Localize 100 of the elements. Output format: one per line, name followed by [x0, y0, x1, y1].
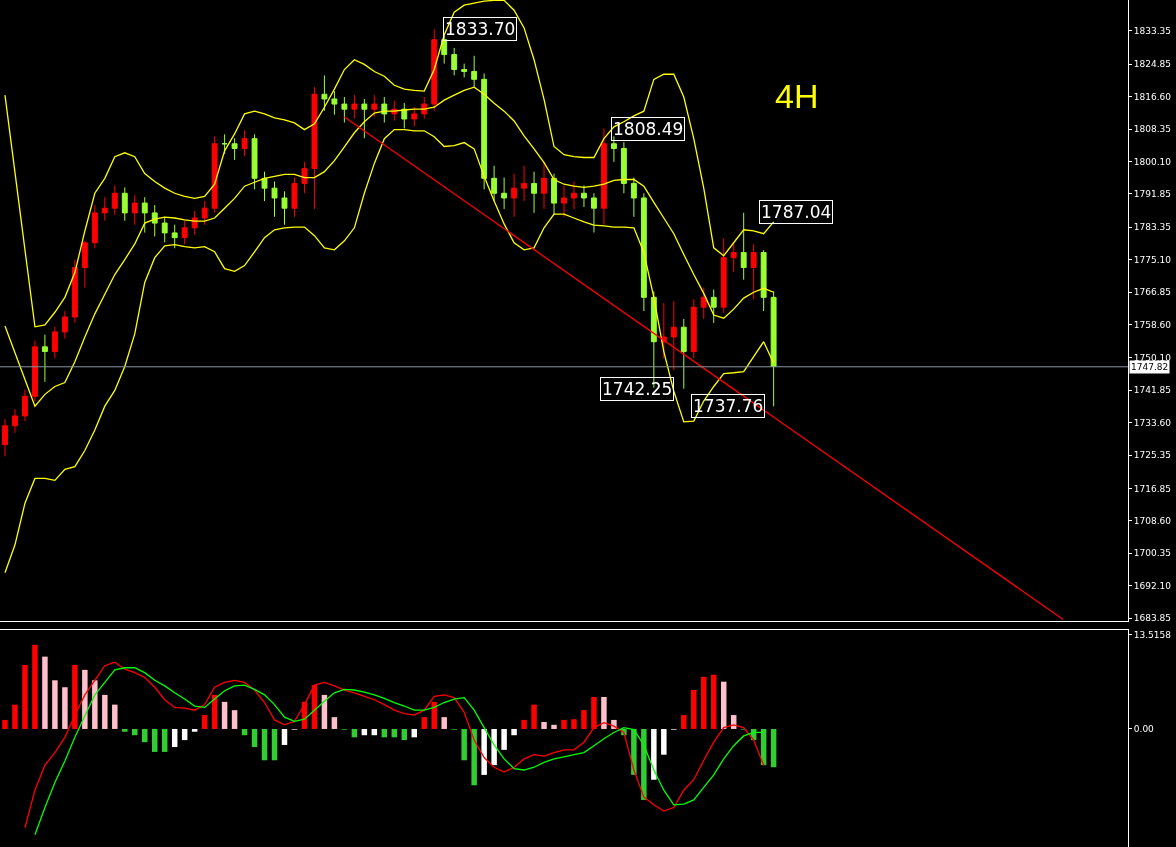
y-tick-label: 1683.85: [1133, 613, 1172, 624]
candlestick: [181, 220, 188, 245]
bar: [601, 696, 607, 729]
candlestick: [321, 74, 328, 112]
bar: [770, 728, 777, 768]
candlestick: [481, 72, 488, 190]
bar: [251, 728, 258, 748]
candlestick: [581, 184, 587, 208]
candlestick: [501, 177, 508, 210]
candlestick: [81, 240, 88, 289]
candlestick: [71, 259, 78, 324]
candlestick: [151, 204, 158, 237]
bar: [161, 728, 168, 752]
annotation: 1808.49: [613, 119, 684, 139]
bar: [221, 701, 228, 729]
bar: [710, 674, 717, 729]
bar: [92, 680, 98, 729]
candlestick: [760, 249, 767, 312]
y-tick-label: 1800.10: [1133, 156, 1172, 167]
candlestick: [730, 241, 737, 273]
y-tick-label: 1783.35: [1133, 222, 1172, 233]
candlestick: [740, 212, 747, 281]
candlestick: [561, 184, 567, 218]
candlestick: [471, 55, 478, 88]
bar: [72, 664, 78, 729]
bar: [171, 728, 178, 748]
bar: [2, 719, 8, 729]
candlestick: [311, 86, 318, 210]
annotation: 1787.04: [761, 202, 832, 222]
bar: [591, 696, 597, 729]
candlestick: [690, 298, 697, 359]
candlestick: [361, 98, 368, 139]
bar: [231, 710, 238, 729]
candlestick: [131, 194, 138, 226]
bar: [12, 704, 18, 729]
bar: [271, 728, 278, 761]
candlestick: [431, 28, 438, 112]
candlestick: [591, 192, 597, 234]
bar: [401, 728, 408, 741]
candlestick: [451, 47, 458, 76]
y-tick-label: 1775.10: [1133, 254, 1172, 265]
bar: [701, 676, 707, 729]
bar: [132, 728, 138, 736]
candlestick: [411, 106, 418, 127]
candlestick: [381, 96, 388, 124]
bar: [82, 669, 88, 729]
candlestick: [610, 135, 617, 163]
bar: [471, 728, 477, 786]
bar: [461, 728, 467, 761]
candlestick: [61, 310, 68, 340]
bar: [331, 717, 338, 729]
candlestick: [12, 408, 18, 434]
candlestick: [331, 90, 338, 116]
candlestick: [41, 334, 48, 383]
y-tick-label: 1808.35: [1133, 124, 1172, 135]
candlestick: [720, 237, 727, 314]
candlestick: [461, 63, 468, 78]
candlestick: [770, 290, 777, 407]
bar: [42, 656, 48, 729]
bar: [102, 694, 108, 729]
y-tick-label: 1708.60: [1133, 515, 1172, 526]
annotation: 1833.70: [445, 19, 516, 39]
bar: [581, 710, 587, 729]
y-tick-label: 1725.35: [1133, 450, 1172, 461]
bar: [441, 717, 447, 729]
candlestick: [441, 35, 448, 65]
candlestick: [231, 137, 238, 161]
y-tick-label: 1824.85: [1133, 59, 1172, 70]
candlestick: [241, 129, 248, 157]
candlestick: [700, 287, 707, 320]
y-tick-label: 1733.60: [1133, 417, 1172, 428]
candlestick: [251, 133, 258, 190]
bar: [491, 728, 497, 766]
candlestick: [2, 418, 8, 457]
candlestick: [221, 133, 228, 155]
y-tick-label: 1791.85: [1133, 188, 1172, 199]
annotation: 4H: [775, 77, 819, 115]
candlestick: [660, 302, 667, 359]
candlestick: [201, 200, 208, 226]
candlestick: [541, 161, 547, 210]
bar: [122, 728, 128, 732]
bar: [22, 664, 28, 729]
candlestick: [51, 326, 58, 359]
bar: [151, 728, 158, 752]
candlestick: [121, 186, 128, 222]
candlestick: [531, 171, 537, 214]
bar: [681, 715, 687, 729]
candlestick: [750, 243, 757, 300]
candlestick: [261, 171, 268, 202]
candlestick: [630, 177, 637, 218]
candlestick: [31, 340, 38, 402]
bar: [551, 724, 557, 729]
candlestick: [291, 177, 298, 218]
y-tick-label: 1816.60: [1133, 91, 1172, 102]
y-tick-label: 1750.10: [1133, 352, 1172, 363]
bar: [561, 719, 567, 729]
y-tick-label: 1716.85: [1133, 483, 1172, 494]
candlestick: [351, 94, 358, 120]
candlestick: [211, 135, 218, 214]
bar: [431, 701, 437, 729]
